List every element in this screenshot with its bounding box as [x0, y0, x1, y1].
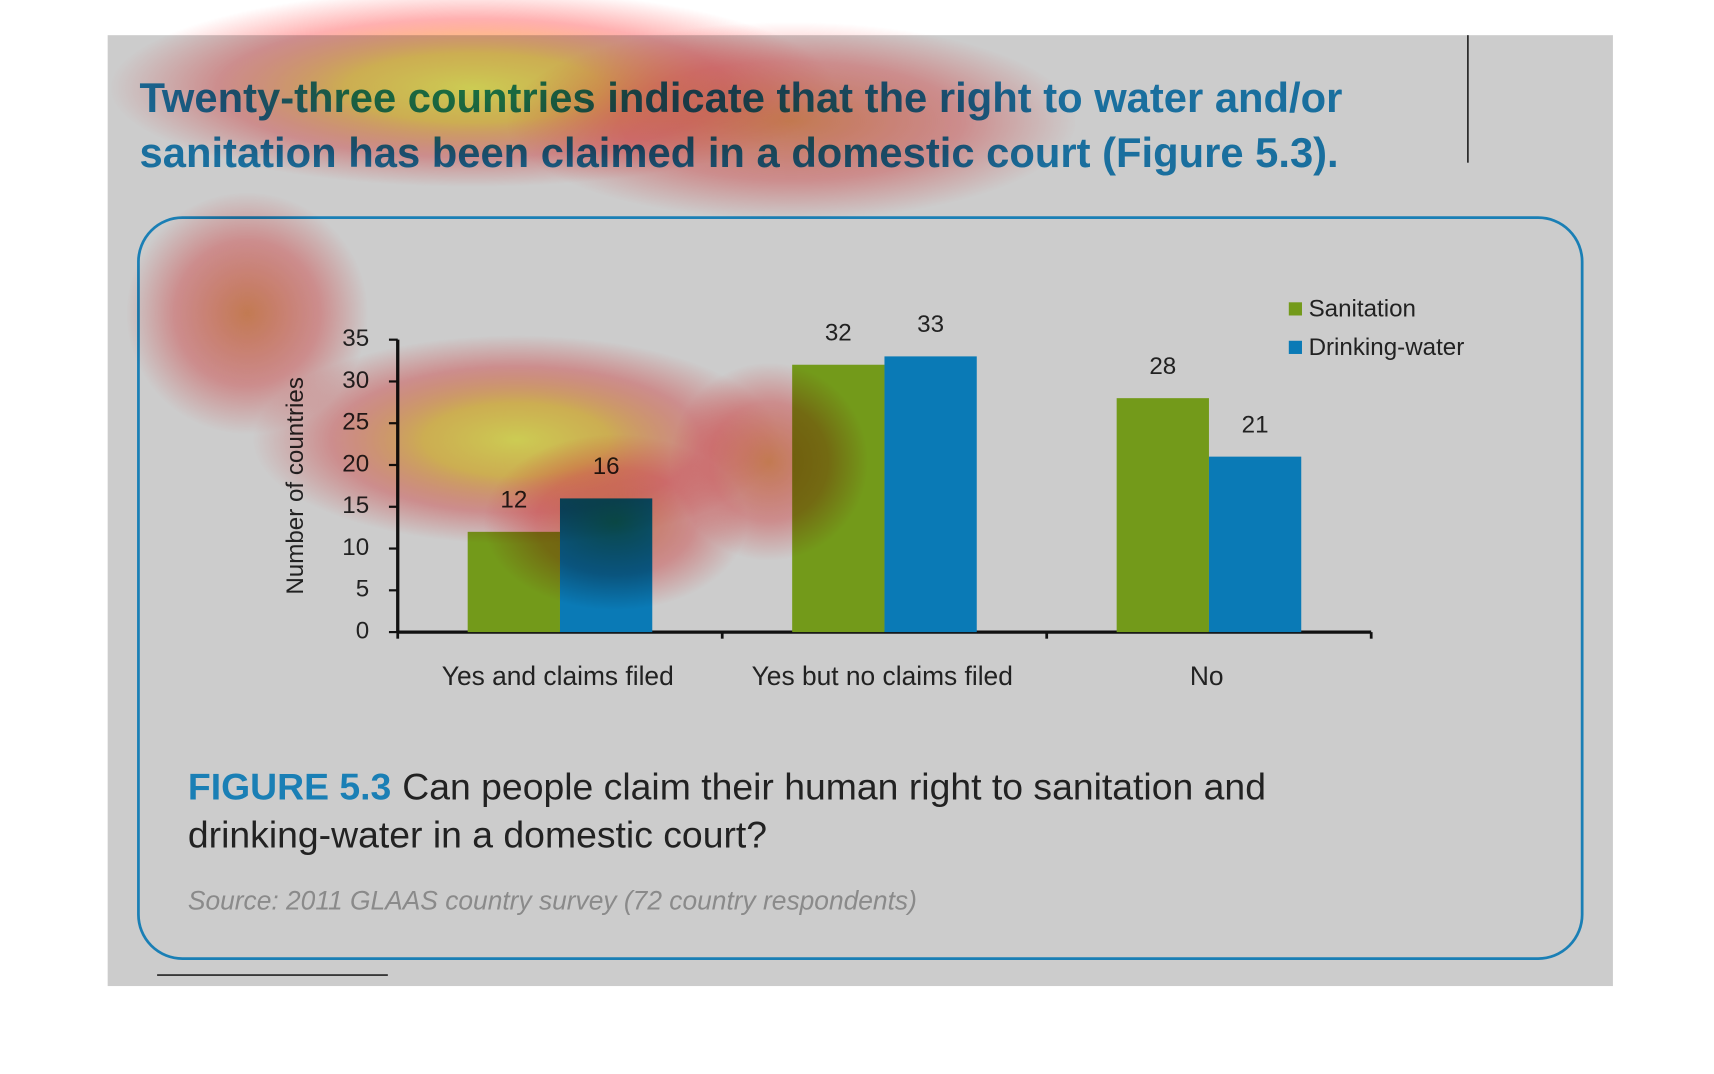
heat-spot	[126, 192, 369, 435]
legend-label: Drinking-water	[1309, 334, 1465, 361]
value-label: 21	[1242, 411, 1269, 438]
value-label: 33	[917, 311, 944, 338]
caption-text: Can people claim their human right to sa…	[402, 765, 1266, 807]
y-tick-label: 0	[356, 617, 369, 644]
bar	[1116, 398, 1209, 633]
y-tick-label: 5	[356, 576, 369, 603]
heat-spot	[505, 21, 1077, 220]
x-tick-label: No	[1190, 661, 1224, 691]
source: Source: 2011 GLAAS country survey (72 co…	[188, 885, 917, 915]
caption-line: FIGURE 5.3 Can people claim their human r…	[188, 765, 1266, 807]
attention-heatmap	[109, 0, 1077, 611]
y-tick-label: 10	[342, 534, 369, 561]
value-label: 28	[1149, 353, 1176, 380]
heat-spot	[670, 362, 868, 561]
legend-swatch	[1288, 302, 1302, 316]
caption-line: drinking-water in a domestic court?	[188, 814, 767, 856]
x-tick-label: Yes and claims filed	[442, 661, 674, 691]
legend-label: Sanitation	[1309, 295, 1416, 322]
value-label: 32	[825, 319, 852, 346]
bar	[1208, 456, 1302, 633]
bar	[884, 356, 977, 633]
caption: FIGURE 5.3 Can people claim their human r…	[188, 765, 1266, 915]
figure-box	[137, 216, 1584, 960]
legend-swatch	[1288, 340, 1302, 354]
x-tick-label: Yes but no claims filed	[752, 661, 1013, 691]
figure-label: FIGURE 5.3	[188, 765, 391, 807]
